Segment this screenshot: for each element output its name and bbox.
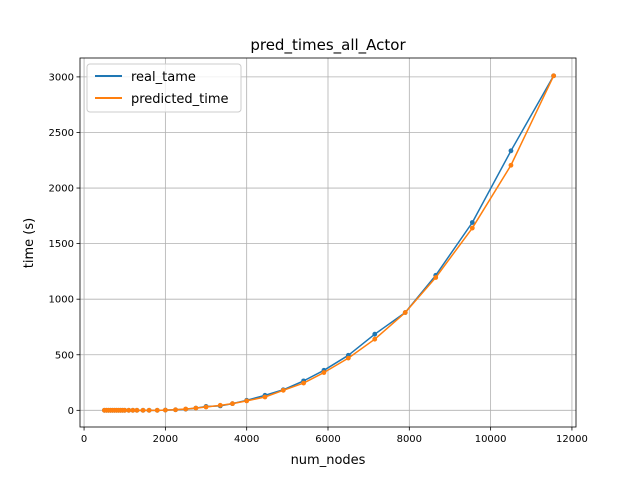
x-tick-label: 4000 xyxy=(234,434,259,445)
data-point-predicted-time xyxy=(193,405,199,411)
data-point-predicted-time xyxy=(173,407,178,413)
x-axis: 0 2000 4000 6000 8000 10000 12000 xyxy=(81,427,588,445)
chart-title: pred_times_all_Actor xyxy=(250,36,406,55)
data-point-predicted-time xyxy=(372,336,378,342)
y-tick-label: 1500 xyxy=(49,239,74,250)
legend-label-predicted-time: predicted_time xyxy=(131,92,229,107)
x-tick-label: 8000 xyxy=(397,434,422,445)
y-tick-label: 0 xyxy=(68,406,74,417)
data-point-predicted-time xyxy=(321,370,327,375)
data-point-predicted-time xyxy=(280,387,286,393)
data-point-predicted-time xyxy=(203,404,209,410)
data-point-predicted-time xyxy=(183,406,189,412)
y-tick-label: 500 xyxy=(55,350,74,361)
data-point-real-tame xyxy=(508,148,514,154)
x-tick-label: 2000 xyxy=(153,434,178,445)
series-predicted-time xyxy=(101,73,557,413)
series-layer xyxy=(101,73,557,413)
data-point-predicted-time xyxy=(433,275,439,280)
data-point-predicted-time xyxy=(551,73,557,79)
x-tick-label: 12000 xyxy=(556,434,588,445)
data-point-predicted-time xyxy=(126,407,132,413)
data-point-predicted-time xyxy=(217,402,223,408)
y-tick-label: 3000 xyxy=(49,72,74,83)
x-axis-label: num_nodes xyxy=(291,453,366,468)
x-tick-label: 10000 xyxy=(475,434,507,445)
data-point-predicted-time xyxy=(146,407,152,413)
data-point-predicted-time xyxy=(122,407,128,413)
y-tick-label: 2000 xyxy=(49,184,74,195)
data-point-predicted-time xyxy=(345,355,351,361)
data-point-predicted-time xyxy=(230,401,235,407)
y-tick-label: 2500 xyxy=(49,128,74,139)
legend-box xyxy=(86,63,242,113)
legend-label-real-tame: real_tame xyxy=(131,70,196,85)
data-point-predicted-time xyxy=(262,394,268,400)
data-point-predicted-time xyxy=(402,310,408,315)
data-point-predicted-time xyxy=(508,162,514,168)
data-point-predicted-time xyxy=(154,407,160,413)
data-point-predicted-time xyxy=(140,407,146,413)
y-axis-label: time (s) xyxy=(22,218,37,268)
data-point-predicted-time xyxy=(162,407,168,413)
data-point-predicted-time xyxy=(301,380,307,386)
legend: real_tame predicted_time xyxy=(86,63,242,113)
y-tick-label: 1000 xyxy=(49,295,74,306)
x-tick-label: 0 xyxy=(81,434,87,445)
data-point-predicted-time xyxy=(469,225,475,231)
data-point-real-tame xyxy=(469,220,475,225)
data-point-predicted-time xyxy=(134,407,140,413)
data-point-predicted-time xyxy=(244,398,250,404)
x-tick-label: 6000 xyxy=(315,434,340,445)
data-point-predicted-time xyxy=(130,407,136,413)
y-axis: 0 500 1000 1500 2000 2500 3000 xyxy=(49,72,80,417)
data-point-real-tame xyxy=(372,331,378,337)
